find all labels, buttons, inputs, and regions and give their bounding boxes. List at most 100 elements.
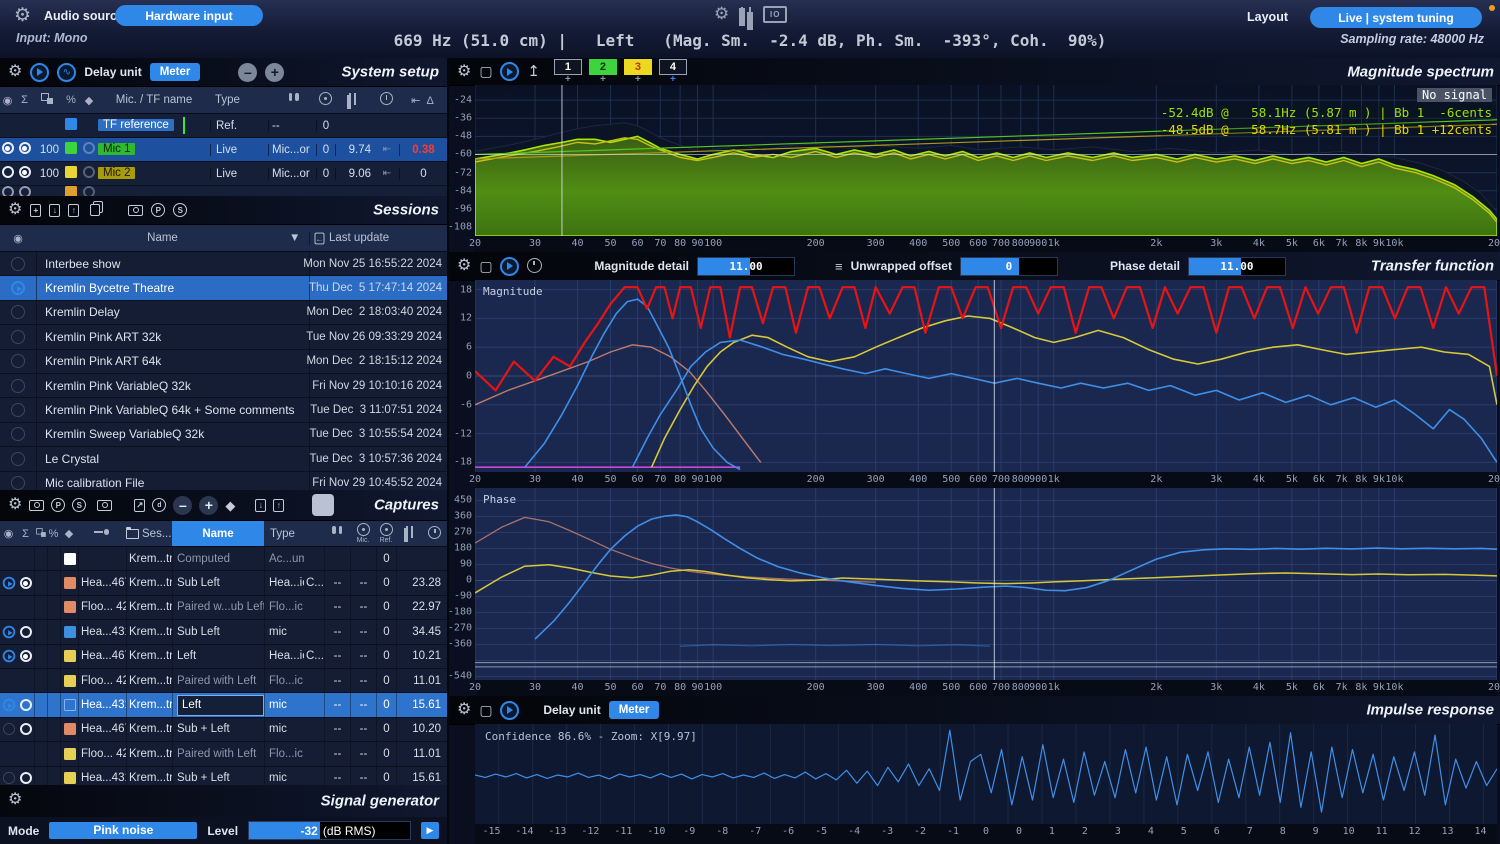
session-row[interactable]: Kremlin Delay Mon Dec 2 18:03:40 2024 <box>0 300 447 326</box>
io-routing-icon[interactable]: IO <box>763 5 788 23</box>
mic1-name[interactable]: Mic 1 <box>98 143 136 155</box>
delay-unit-meter-button[interactable]: Meter <box>149 63 201 81</box>
capture-play-icon[interactable] <box>0 620 17 643</box>
mic2-color-swatch[interactable] <box>65 166 77 178</box>
session-row[interactable]: Interbee show Mon Nov 25 16:55:22 2024 <box>0 252 447 277</box>
capture-radio-icon[interactable] <box>17 596 34 619</box>
mic-pair-icon[interactable] <box>268 92 316 108</box>
single-timer-icon[interactable]: S <box>173 203 188 217</box>
mic2-polarity-icon[interactable] <box>83 166 95 178</box>
session-row[interactable]: Kremlin Pink VariableQ 32k Fri Nov 29 10:… <box>0 373 447 399</box>
capture-row[interactable]: Floo... 426Krem...trePaired with LeftFlo… <box>0 668 447 694</box>
capture-name[interactable]: Paired with Left <box>172 742 264 766</box>
ir-fullscreen-icon[interactable]: ▢ <box>479 701 493 718</box>
zoom-detail-icon[interactable]: d <box>152 498 167 512</box>
zoom-out-button[interactable]: – <box>173 495 193 515</box>
session-row[interactable]: Le Crystal Tue Dec 3 10:57:36 2024 <box>0 447 447 472</box>
capture-name[interactable]: Paired w...ub Left <box>172 595 264 620</box>
session-select-icon[interactable] <box>0 451 36 466</box>
capture-name-edit-field[interactable]: Left <box>177 694 264 716</box>
mic-tf-name-column[interactable]: Mic. / TF name <box>115 94 193 106</box>
capture-play-icon[interactable] <box>0 767 17 785</box>
ref-target-column[interactable]: Ref. <box>376 523 396 544</box>
percent-icon[interactable]: % <box>48 527 59 540</box>
capture-row[interactable]: Hea...467Krem...treLeftHea...icC...----0… <box>0 644 447 669</box>
mixer-faders-icon[interactable] <box>738 7 754 21</box>
add-measurement-button[interactable]: + <box>265 62 285 82</box>
captures-gear-icon[interactable]: ⚙ <box>8 496 23 513</box>
import-session-icon[interactable]: ↓ <box>49 203 61 217</box>
periodic-timer-icon[interactable]: P <box>151 203 166 217</box>
session-column[interactable]: Ses... <box>126 526 172 540</box>
audio-source-gear-icon[interactable]: ⚙ <box>14 5 32 26</box>
session-play-icon[interactable] <box>0 281 36 296</box>
delay-lock-icon[interactable]: ⇤ <box>382 168 392 179</box>
spectrum-gear-icon[interactable]: ⚙ <box>457 62 472 80</box>
settings-gear-icon[interactable]: ⚙ <box>714 4 730 23</box>
visibility-icon[interactable]: ◉ <box>3 528 14 540</box>
capture-name[interactable]: Left <box>172 644 264 668</box>
capture-play-icon[interactable] <box>0 669 17 692</box>
delay-clock-icon[interactable] <box>422 525 447 542</box>
capture-radio-icon[interactable] <box>17 645 34 668</box>
capture-snapshot-icon[interactable] <box>29 499 45 511</box>
mic1-solo-radio[interactable] <box>1 142 14 154</box>
capture-color-swatch[interactable] <box>60 693 78 717</box>
sessions-gear-icon[interactable]: ⚙ <box>8 201 23 218</box>
capture-radio-icon[interactable] <box>17 669 34 692</box>
type-column[interactable]: Type <box>270 527 295 540</box>
routing-icon[interactable] <box>34 527 47 541</box>
visibility-icon[interactable]: ◉ <box>2 94 13 107</box>
capture-row[interactable]: Floo... 426Krem...trePaired with LeftFlo… <box>0 742 447 767</box>
capture-color-swatch[interactable] <box>60 766 78 785</box>
capture-name[interactable]: Sub Left <box>172 571 264 595</box>
session-select-icon[interactable] <box>0 427 36 442</box>
stop-record-button[interactable] <box>312 494 335 516</box>
mic2-solo-radio[interactable] <box>1 166 14 178</box>
ir-delay-unit-meter-button[interactable]: Meter <box>608 701 660 719</box>
generator-play-button[interactable]: ▶ <box>421 822 439 839</box>
trace-button-4[interactable]: 4 <box>658 59 687 75</box>
sum-icon[interactable]: Σ <box>22 527 29 540</box>
session-select-icon[interactable] <box>0 329 36 344</box>
type-column[interactable]: Type <box>215 94 240 106</box>
generator-mode-button[interactable]: Pink noise <box>49 822 198 839</box>
tf-phase-chart[interactable]: 450 360 270 180 90 0 -90 -180 -270 -360 -540 Phase… <box>449 488 1500 696</box>
capture-play-icon[interactable] <box>0 718 17 741</box>
delay-clock-icon[interactable] <box>374 92 398 108</box>
visibility-icon[interactable]: ◉ <box>13 232 23 245</box>
session-row[interactable]: Kremlin Bycetre Theatre Thu Dec 5 17:47:1… <box>0 276 447 301</box>
capture-name[interactable]: Left <box>172 693 264 717</box>
mic-pair-icon[interactable] <box>324 526 350 541</box>
mic-target-column[interactable]: Mic. <box>350 523 376 544</box>
signal-generator-gear-icon[interactable]: ⚙ <box>8 791 23 808</box>
system-setup-gear-icon[interactable]: ⚙ <box>8 63 23 80</box>
unwrapped-offset-slider[interactable]: 0 <box>959 256 1058 276</box>
tf-reference-name[interactable]: TF reference <box>98 119 174 131</box>
mic-icon[interactable] <box>78 527 126 540</box>
percent-icon[interactable]: % <box>66 94 76 106</box>
level-slider[interactable]: -32 (dB RMS) <box>248 821 411 840</box>
export-session-icon[interactable]: ↑ <box>68 203 80 217</box>
mic2-name[interactable]: Mic 2 <box>98 167 136 179</box>
tf-reference-row[interactable]: TF reference Ref. -- 0 <box>0 114 447 138</box>
capture-play-icon[interactable] <box>0 596 17 619</box>
sort-descending-icon[interactable]: ▼ <box>289 232 301 244</box>
color-bucket-icon[interactable]: ◆ <box>84 94 94 107</box>
trace-add-4-icon[interactable]: + <box>670 74 676 85</box>
mic3-polarity-icon[interactable] <box>83 186 95 196</box>
capture-radio-icon[interactable] <box>17 767 34 785</box>
session-select-icon[interactable] <box>0 403 36 418</box>
mic1-polarity-icon[interactable] <box>83 142 95 154</box>
phase-detail-slider[interactable]: 11.00 <box>1187 256 1286 276</box>
mic-3-row-partial[interactable] <box>0 186 447 196</box>
session-row[interactable]: Kremlin Pink ART 64k Mon Dec 2 18:15:12 2… <box>0 349 447 374</box>
capture-play-icon[interactable] <box>0 645 17 668</box>
session-row[interactable]: Kremlin Pink VariableQ 64k + Some commen… <box>0 398 447 423</box>
capture-color-swatch[interactable] <box>60 668 78 693</box>
last-update-column[interactable]: ← Last update <box>309 231 447 245</box>
capture-import-file-icon[interactable]: ↓ <box>255 498 267 512</box>
delay-lock-icon[interactable]: ⇤ <box>382 144 392 155</box>
